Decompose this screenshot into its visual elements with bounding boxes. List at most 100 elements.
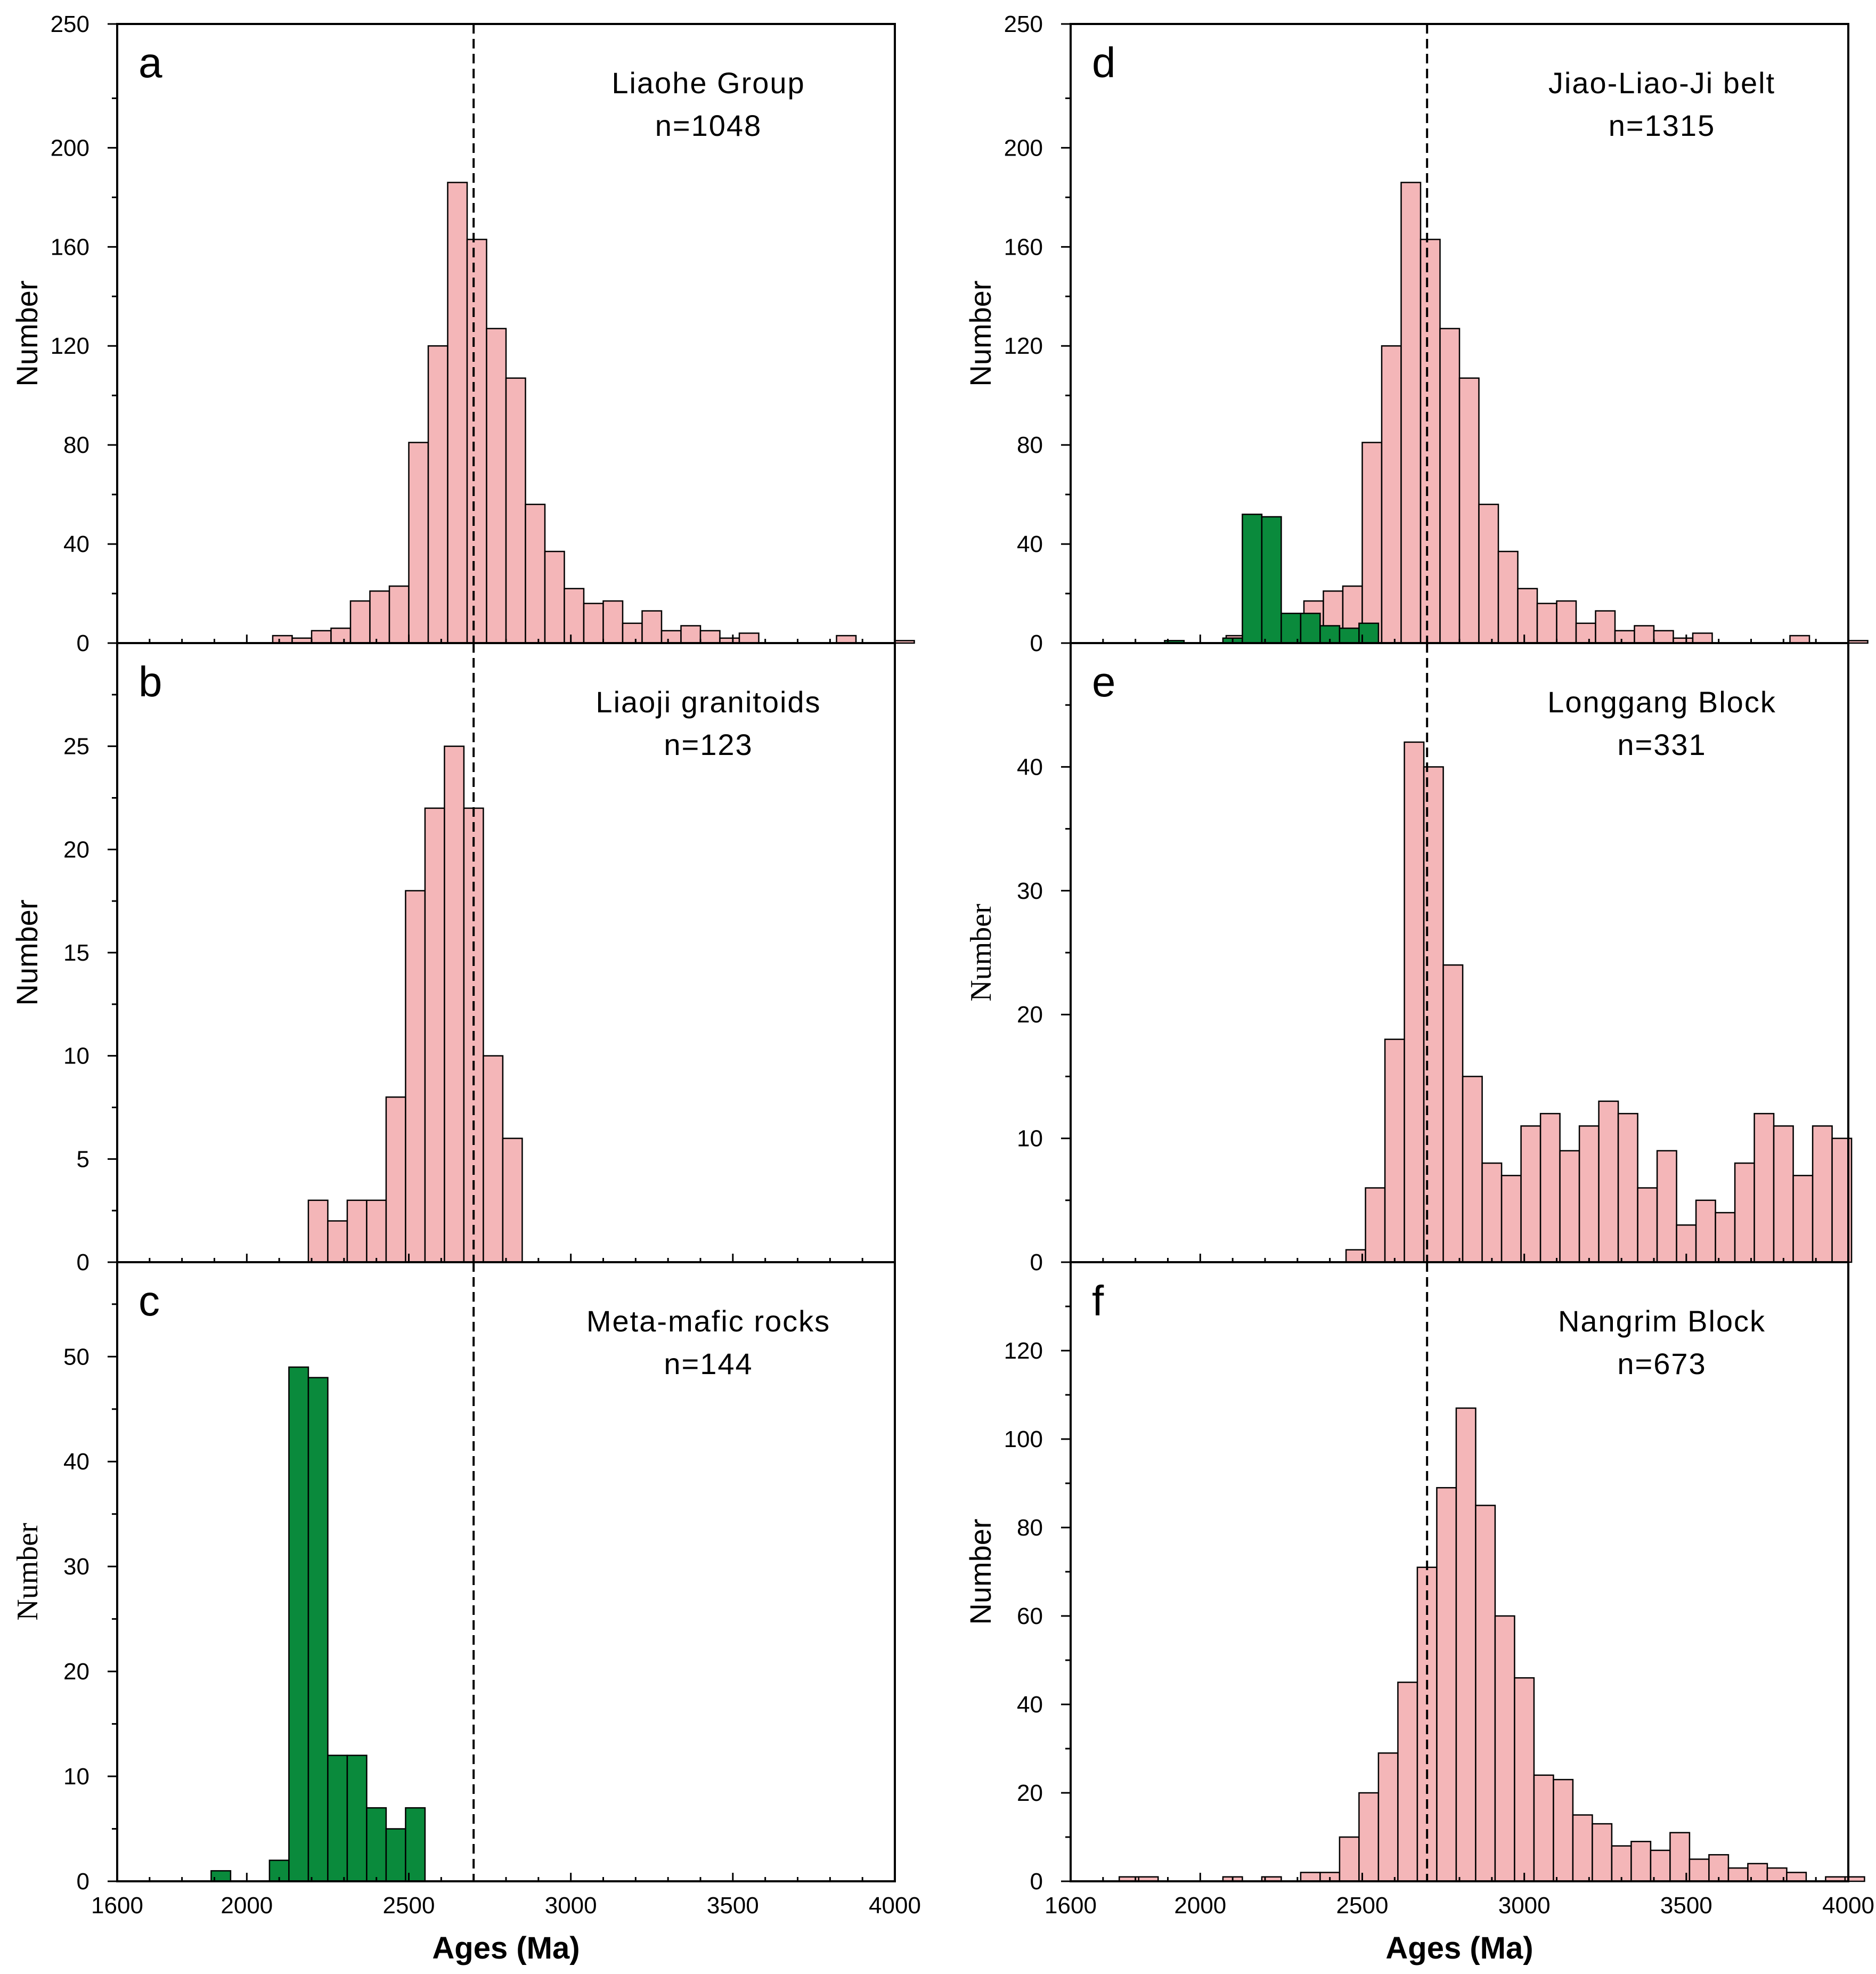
sample-count: n=331 xyxy=(1617,728,1706,761)
bar-pink xyxy=(1478,503,1499,644)
sample-count: n=1048 xyxy=(655,109,762,142)
bar-pink xyxy=(1397,1681,1418,1882)
bar-pink xyxy=(544,550,565,644)
sample-count: n=123 xyxy=(664,728,753,761)
bar-green xyxy=(1242,514,1263,644)
bar-pink xyxy=(1533,1774,1554,1882)
y-tick-label: 10 xyxy=(63,1764,89,1790)
bar-pink xyxy=(1494,1615,1515,1882)
bar-pink xyxy=(1689,1858,1710,1882)
bar-green xyxy=(288,1366,309,1882)
sample-count: n=144 xyxy=(664,1347,753,1380)
y-tick-label: 250 xyxy=(1004,11,1043,37)
x-tick-label: 2000 xyxy=(1174,1892,1226,1919)
bar-pink xyxy=(1595,610,1616,644)
panel-c: 0 10 20 30 40 50 Number c Meta-mafic rocks n=144 1… xyxy=(11,1261,921,1965)
panel-letter: e xyxy=(1092,658,1116,705)
x-tick-label: 2000 xyxy=(221,1892,273,1919)
bar-pink xyxy=(1462,1076,1483,1263)
bar-green xyxy=(1280,612,1302,644)
bar-pink xyxy=(1400,182,1422,644)
y-tick-label: 0 xyxy=(1030,1249,1043,1276)
bar-pink xyxy=(1539,1112,1561,1263)
y-tick-label: 40 xyxy=(1017,531,1043,557)
y-tick-label: 80 xyxy=(63,432,89,458)
bar-pink xyxy=(1630,1841,1652,1882)
y-axis-label: Number xyxy=(964,1518,997,1624)
panel-title: Longgang Block xyxy=(1547,685,1776,719)
bar-pink xyxy=(1416,1566,1438,1882)
x-tick-label: 4000 xyxy=(869,1892,921,1919)
bar-pink xyxy=(1339,1836,1360,1882)
y-tick-label: 10 xyxy=(63,1043,89,1069)
bar-pink xyxy=(272,635,293,644)
y-tick-label: 80 xyxy=(1017,1515,1043,1541)
bar-pink xyxy=(1844,1876,1865,1882)
panel-f: 0 20 40 60 80 100 120 Number f Nangrim Block n=673… xyxy=(964,1261,1874,1965)
bar-pink xyxy=(1773,1125,1794,1263)
panel-title: Liaoji granitoids xyxy=(596,685,821,719)
y-tick-label: 25 xyxy=(63,734,89,760)
bar-pink xyxy=(1517,588,1538,644)
bar-green xyxy=(405,1807,426,1882)
bar-pink xyxy=(424,807,445,1263)
bar-pink xyxy=(1695,1199,1716,1263)
y-tick-label: 200 xyxy=(51,135,89,161)
bar-pink xyxy=(1727,1867,1749,1882)
sample-count: n=673 xyxy=(1617,1347,1706,1380)
bar-pink xyxy=(1455,1407,1477,1882)
bar-pink xyxy=(1634,625,1655,644)
bar-pink xyxy=(1420,239,1441,644)
y-tick-label: 15 xyxy=(63,940,89,966)
bar-pink xyxy=(408,442,429,644)
bar-pink xyxy=(1653,630,1674,644)
bar-pink xyxy=(564,588,585,644)
x-tick-label: 2500 xyxy=(383,1892,435,1919)
bar-pink xyxy=(836,635,857,644)
bar-pink xyxy=(447,182,468,644)
bar-pink xyxy=(1514,1677,1535,1882)
y-tick-label: 160 xyxy=(51,234,89,260)
panel-e: 0 10 20 30 40 Number e Longgang Block n=331 xyxy=(965,642,1853,1276)
bar-pink xyxy=(505,377,526,644)
bar-pink xyxy=(1481,1162,1503,1263)
y-axis-label: Number xyxy=(10,899,44,1005)
x-tick-label: 1600 xyxy=(91,1892,143,1919)
bar-pink xyxy=(327,1220,348,1263)
y-axis-label: Number xyxy=(11,1523,44,1621)
bar-pink xyxy=(502,1138,523,1263)
bar-pink xyxy=(1656,1150,1677,1263)
panel-letter: b xyxy=(138,658,162,705)
sample-count: n=1315 xyxy=(1609,109,1715,142)
bar-pink xyxy=(1650,1849,1671,1882)
y-tick-label: 20 xyxy=(1017,1780,1043,1806)
y-tick-label: 20 xyxy=(1017,1002,1043,1028)
bar-pink xyxy=(583,603,604,644)
bar-pink xyxy=(405,890,426,1263)
panel-title: Jiao-Liao-Ji belt xyxy=(1548,66,1775,100)
bar-pink xyxy=(1578,1125,1600,1263)
bar-pink xyxy=(1439,328,1461,644)
x-tick-label: 3000 xyxy=(1498,1892,1551,1919)
bar-pink xyxy=(1556,600,1577,644)
bar-pink xyxy=(641,610,663,644)
bar-pink xyxy=(1442,964,1464,1263)
bar-pink xyxy=(1592,1823,1613,1882)
y-tick-label: 120 xyxy=(51,333,89,359)
bar-green xyxy=(1261,516,1282,644)
bar-pink xyxy=(444,745,465,1263)
bar-pink xyxy=(349,600,371,644)
y-tick-label: 0 xyxy=(77,1869,89,1895)
bar-pink xyxy=(1536,603,1557,644)
bar-pink xyxy=(602,600,624,644)
bar-pink xyxy=(1475,1505,1496,1882)
bar-pink xyxy=(427,345,448,644)
bar-pink xyxy=(1847,640,1869,644)
bar-pink xyxy=(307,1199,329,1263)
bar-pink xyxy=(1753,1112,1775,1263)
bar-pink xyxy=(699,630,721,644)
y-tick-label: 160 xyxy=(1004,234,1043,260)
bar-pink xyxy=(486,328,507,644)
bar-pink xyxy=(1575,622,1596,644)
